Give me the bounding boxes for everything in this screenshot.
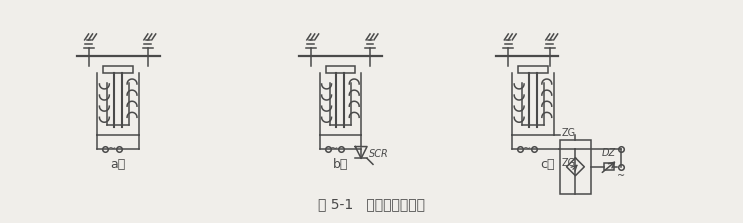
Text: ~: ~ [331, 144, 339, 153]
Text: ~: ~ [108, 144, 117, 153]
Text: c）: c） [540, 158, 555, 171]
Bar [325, 66, 355, 74]
Bar [518, 66, 548, 74]
Text: DZ: DZ [602, 148, 616, 158]
Text: 图 5-1   激振器供电方式: 图 5-1 激振器供电方式 [317, 197, 424, 211]
Bar [559, 140, 591, 194]
Text: b）: b） [333, 158, 348, 171]
Text: ZG: ZG [562, 128, 576, 138]
Bar [103, 66, 133, 74]
Text: SCR: SCR [369, 149, 389, 159]
Text: ~: ~ [617, 171, 625, 181]
Bar [604, 163, 614, 170]
Text: ZG: ZG [562, 158, 576, 168]
Text: ~: ~ [523, 144, 531, 153]
Text: a）: a） [111, 158, 126, 171]
